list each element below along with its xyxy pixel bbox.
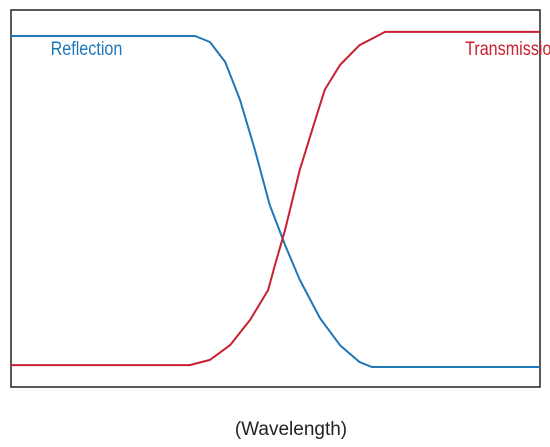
legend-label: Reflection: [51, 38, 123, 60]
series-line: [11, 30, 540, 367]
plot-frame: [10, 9, 541, 388]
series-line: [11, 35, 540, 368]
x-axis-label: (Wavelength): [235, 419, 347, 440]
legend-label: Transmission: [465, 38, 550, 60]
